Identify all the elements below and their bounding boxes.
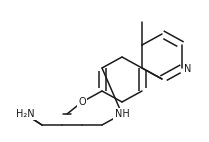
Text: N: N — [184, 64, 191, 74]
Text: NH: NH — [115, 109, 129, 119]
Text: H₂N: H₂N — [16, 109, 34, 119]
Text: O: O — [78, 97, 86, 107]
